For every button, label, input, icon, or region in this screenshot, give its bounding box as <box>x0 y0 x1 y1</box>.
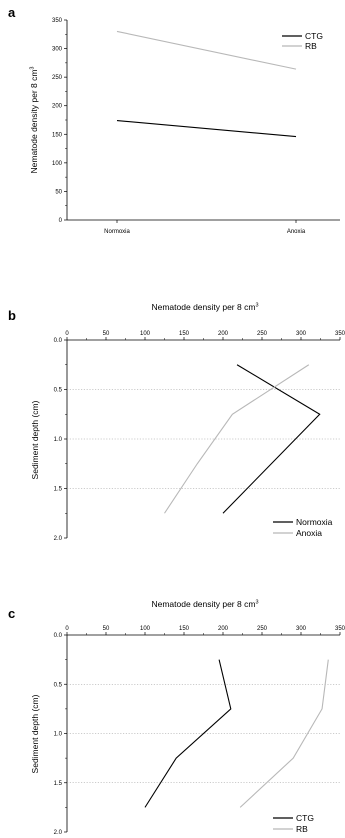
panel-c-x-tick-label-2: 100 <box>140 626 151 632</box>
panel-b: Nematode density per 8 cm3 0 50 100 150 200 2… <box>30 302 345 542</box>
panel-b-x-tick-label-0: 0 <box>65 331 69 337</box>
panel-b-y-tick-label-4: 2.0 <box>54 536 63 542</box>
panel-b-legend-normoxia: Normoxia <box>296 517 333 527</box>
panel-b-x-tick-label-4: 200 <box>218 331 229 337</box>
panel-a: 0 50 100 150 200 250 300 350 Normoxia Anoxia Nem… <box>29 18 340 235</box>
panel-a-x-tick-label-normoxia: Normoxia <box>104 229 130 235</box>
panel-c-series-rb-line <box>239 659 329 808</box>
panel-c-y-tick-label-1: 0.5 <box>54 682 63 688</box>
panel-c-x-tick-label-7: 350 <box>335 626 345 632</box>
panel-c-series-ctg-line <box>144 659 232 808</box>
panel-c-x-tick-label-5: 250 <box>257 626 268 632</box>
panel-c-y-tick-label-3: 1.5 <box>54 781 63 787</box>
panel-c-x-tick-label-3: 150 <box>179 626 190 632</box>
panel-b-y-tick-label-0: 0.0 <box>54 338 63 344</box>
panel-b-y-axis-title: Sediment depth (cm) <box>30 400 40 479</box>
panel-a-x-tick-label-anoxia: Anoxia <box>287 229 306 235</box>
panel-c-x-tick-label-1: 50 <box>103 626 110 632</box>
panel-b-x-tick-label-5: 250 <box>257 331 268 337</box>
panel-c-legend: CTG RB <box>273 813 314 834</box>
panel-a-y-tick-label-2: 100 <box>52 161 63 167</box>
panel-b-x-tick-label-1: 50 <box>103 331 110 337</box>
panel-a-legend-rb: RB <box>305 41 317 51</box>
panel-c-x-tick-label-4: 200 <box>218 626 229 632</box>
panel-b-y-tick-label-3: 1.5 <box>54 487 63 493</box>
panel-a-series-rb-line <box>116 30 297 70</box>
panel-c-y-axis-title: Sediment depth (cm) <box>30 694 40 773</box>
panel-a-y-axis-title: Nematode density per 8 cm3 <box>29 66 39 173</box>
panel-b-legend: Normoxia Anoxia <box>273 517 333 538</box>
panel-b-x-axis-title: Nematode density per 8 cm3 <box>151 302 258 312</box>
panel-a-y-tick-label-4: 200 <box>52 104 63 110</box>
panel-c-legend-ctg: CTG <box>296 813 314 823</box>
panel-b-y-tick-label-2: 1.0 <box>54 437 63 443</box>
panel-c-letter: c <box>8 606 15 621</box>
panel-c-y-tick-label-0: 0.0 <box>54 633 63 639</box>
panel-a-y-tick-label-3: 150 <box>52 132 63 138</box>
panel-b-series-normoxia-line <box>222 364 321 514</box>
panel-b-x-tick-label-3: 150 <box>179 331 190 337</box>
panel-b-letter: b <box>8 308 16 323</box>
panel-b-legend-anoxia: Anoxia <box>296 528 322 538</box>
panel-c-x-tick-label-6: 300 <box>296 626 307 632</box>
panel-a-letter: a <box>8 5 16 20</box>
panel-a-legend-ctg: CTG <box>305 31 323 41</box>
panel-a-y-tick-label-5: 250 <box>52 75 63 81</box>
panel-a-legend: CTG RB <box>282 31 323 51</box>
panel-c-y-tick-label-2: 1.0 <box>54 732 63 738</box>
panel-c-x-tick-label-0: 0 <box>65 626 69 632</box>
panel-c-y-tick-label-4: 2.0 <box>54 830 63 836</box>
panel-b-x-tick-label-6: 300 <box>296 331 307 337</box>
panel-a-y-tick-label-0: 0 <box>59 218 63 224</box>
panel-a-y-tick-label-1: 50 <box>55 189 62 195</box>
panel-a-y-tick-label-7: 350 <box>52 18 63 24</box>
panel-b-x-tick-label-2: 100 <box>140 331 151 337</box>
panel-a-y-tick-label-6: 300 <box>52 47 63 53</box>
panel-a-series-ctg-line <box>116 120 297 138</box>
panel-c-legend-rb: RB <box>296 824 308 834</box>
panel-c: Nematode density per 8 cm3 0 50 100 150 200 2… <box>30 599 345 836</box>
panel-b-series-anoxia-line <box>164 364 310 514</box>
panel-c-x-axis-title: Nematode density per 8 cm3 <box>151 599 258 609</box>
panel-b-x-tick-label-7: 350 <box>335 331 345 337</box>
panel-b-y-tick-label-1: 0.5 <box>54 388 63 394</box>
